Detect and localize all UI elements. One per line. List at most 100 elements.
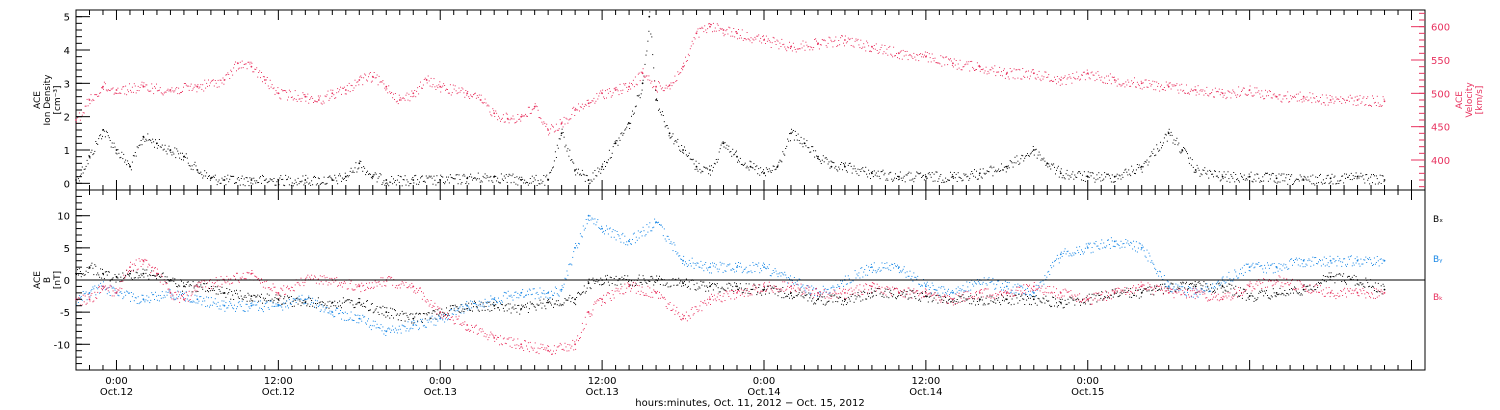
b-by-sample	[406, 328, 408, 329]
b-bx-sample	[1131, 296, 1133, 298]
density-sample	[347, 176, 349, 178]
b-by-sample	[434, 317, 436, 319]
density-sample	[378, 176, 380, 178]
b-bx-sample	[873, 290, 875, 292]
velocity-sample	[753, 39, 755, 41]
density-sample	[771, 170, 773, 171]
velocity-sample	[1262, 95, 1264, 97]
velocity-sample	[759, 40, 761, 42]
velocity-sample	[95, 94, 97, 96]
velocity-sample	[284, 90, 286, 91]
velocity-sample	[601, 92, 603, 94]
b-bx-sample	[667, 286, 669, 288]
b-bx-sample	[336, 307, 338, 309]
b-by-sample	[93, 288, 95, 290]
b-bx-sample	[802, 296, 804, 298]
b-bx-sample	[301, 302, 303, 304]
velocity-sample	[678, 73, 680, 75]
velocity-sample	[428, 80, 430, 82]
velocity-sample	[310, 97, 312, 99]
density-sample	[803, 138, 805, 140]
density-point	[1194, 169, 1197, 171]
b-bx-sample	[733, 291, 735, 293]
b-bx-sample	[1304, 290, 1306, 292]
velocity-sample	[335, 97, 337, 99]
velocity-sample	[303, 94, 305, 96]
b-bx-sample	[121, 280, 123, 282]
density-sample	[1257, 173, 1259, 175]
b-bx-sample	[504, 305, 506, 307]
velocity-sample	[159, 87, 161, 89]
density-sample	[1103, 178, 1105, 180]
velocity-sample	[500, 118, 502, 120]
b-by-sample	[419, 327, 420, 329]
density-sample	[394, 180, 396, 181]
b-by-sample	[338, 313, 340, 315]
velocity-sample	[1022, 68, 1024, 69]
density-sample	[883, 174, 885, 176]
b-bx-sample	[1218, 282, 1220, 284]
velocity-sample	[1213, 96, 1214, 98]
velocity-sample	[431, 86, 433, 88]
velocity-sample	[711, 24, 712, 26]
b-by-sample	[281, 306, 283, 308]
density-sample	[765, 167, 767, 169]
b-bx-sample	[1072, 299, 1074, 301]
b-by-sample	[128, 292, 129, 294]
velocity-sample	[1229, 91, 1231, 93]
velocity-sample	[438, 84, 440, 86]
velocity-sample	[1108, 79, 1110, 81]
b-by-sample	[416, 324, 418, 326]
b-by-sample	[320, 309, 322, 311]
velocity-sample	[1248, 90, 1250, 92]
velocity-sample	[794, 49, 796, 50]
density-sample	[886, 178, 888, 180]
b-by-sample	[461, 304, 463, 306]
b-by-sample	[632, 239, 633, 240]
density-sample	[572, 161, 574, 163]
b-bx-sample	[812, 298, 814, 300]
velocity-sample	[808, 46, 810, 47]
velocity-sample	[143, 82, 145, 84]
b-by-sample	[170, 297, 172, 299]
velocity-sample	[1351, 97, 1353, 99]
velocity-sample	[842, 35, 843, 37]
density-sample	[897, 179, 899, 181]
b-by-sample	[235, 310, 236, 312]
b-by-sample	[487, 301, 489, 302]
b-bx-sample	[533, 305, 535, 307]
b-by-sample	[120, 291, 122, 293]
b-bx-sample	[736, 283, 737, 285]
velocity-sample	[1048, 74, 1050, 76]
density-sample	[1173, 139, 1175, 141]
b-bx-sample	[752, 288, 754, 290]
density-sample	[546, 174, 548, 176]
b-by-sample	[673, 242, 675, 244]
velocity-sample	[1155, 89, 1157, 91]
b-bx-sample	[567, 299, 569, 301]
density-sample	[1278, 173, 1280, 175]
velocity-sample	[1294, 96, 1296, 98]
density-sample	[1248, 173, 1250, 175]
b-bx-sample	[849, 300, 851, 302]
b-bx-sample	[1230, 288, 1232, 290]
density-sample	[241, 175, 243, 177]
b-bx-sample	[929, 295, 931, 297]
velocity-sample	[634, 76, 636, 78]
b-by-sample	[99, 292, 101, 294]
velocity-sample	[943, 57, 945, 59]
b-bx-sample	[1010, 304, 1012, 306]
density-sample	[610, 157, 612, 158]
density-sample	[658, 109, 659, 111]
velocity-sample	[409, 100, 411, 102]
b-by-sample	[411, 321, 413, 323]
b-bx-sample	[153, 274, 155, 276]
b-bx-sample	[274, 297, 276, 299]
velocity-sample	[883, 51, 885, 53]
velocity-sample	[1188, 93, 1190, 95]
velocity-sample	[1332, 98, 1334, 100]
b-bx-sample	[527, 312, 529, 313]
density-sample	[1149, 156, 1151, 158]
density-sample	[1006, 168, 1008, 170]
b-by-sample	[413, 320, 415, 321]
